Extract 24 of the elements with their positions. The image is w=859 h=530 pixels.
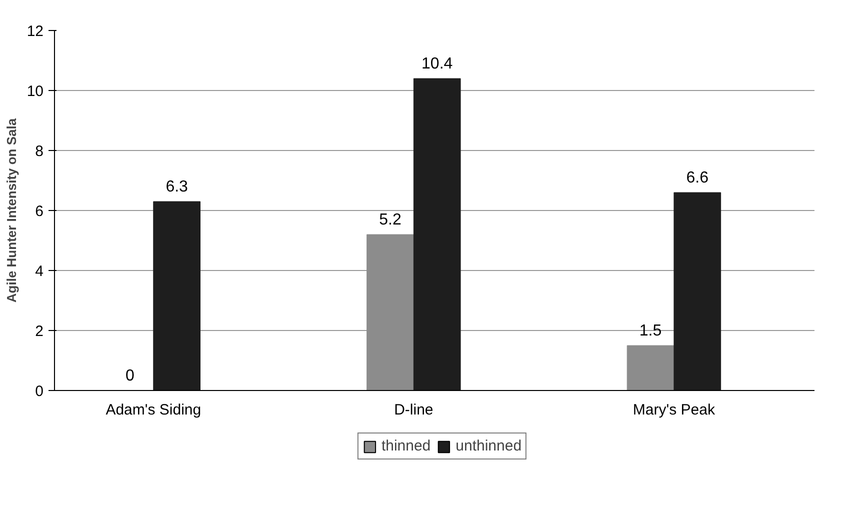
bar [153, 201, 201, 390]
data-label: 5.2 [379, 212, 402, 228]
y-tick-label: 10 [26, 83, 44, 100]
y-tick-label: 6 [35, 203, 44, 220]
legend-label: thinned [381, 438, 431, 454]
y-tick-label: 8 [35, 143, 44, 160]
x-tick-label: Mary's Peak [632, 402, 716, 418]
y-tick-label: 2 [35, 323, 44, 340]
data-label: 6.6 [686, 170, 709, 186]
bar [366, 234, 414, 390]
x-tick-label: D-line [394, 402, 434, 418]
y-tick-label: 4 [35, 263, 44, 280]
bar [626, 345, 674, 390]
data-label: 0 [126, 368, 135, 384]
data-label: 1.5 [639, 322, 662, 340]
y-tick-label: 0 [35, 383, 44, 400]
x-tick-label: Adam's Siding [106, 402, 202, 418]
data-label: 6.3 [166, 178, 188, 196]
bar [413, 78, 461, 390]
legend-label: unthinned [456, 438, 522, 454]
y-tick-label: 12 [26, 23, 44, 40]
y-axis-title: Agile Hunter Intensity on Sala [4, 118, 19, 303]
bar [674, 192, 722, 390]
data-label: 10.4 [422, 56, 453, 72]
